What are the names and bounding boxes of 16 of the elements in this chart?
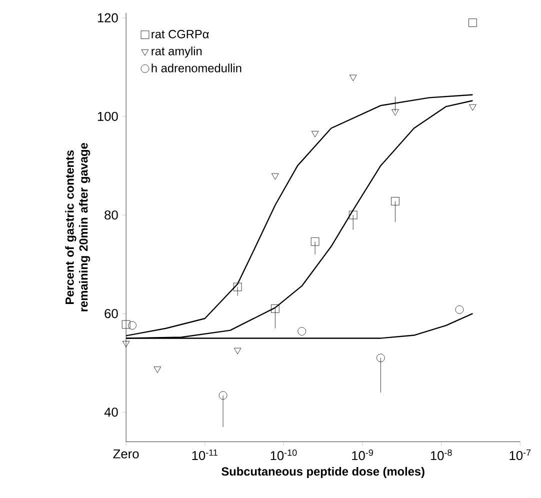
x-tick-label: 10$^{-11}$ — [192, 449, 218, 460]
legend-label: rat CGRPα — [152, 30, 209, 38]
y-axis-title: Percent of gastric contents remaining 20min after gavage — [65, 142, 90, 312]
x-tick-label: 10$^{-10}$ — [270, 449, 297, 460]
y-tick-label: 60 — [104, 308, 118, 318]
x-tick-label: 10$^{-8}$ — [430, 449, 452, 460]
x-tick-label: 10$^{-9}$ — [352, 449, 373, 460]
y-tick-label: 120 — [98, 13, 118, 22]
y-tick-label: 80 — [104, 210, 118, 220]
y-tick-label: 100 — [98, 112, 118, 121]
y-tick-label: 40 — [104, 407, 118, 417]
legend-label: rat amylin — [152, 46, 202, 58]
legend-label: h adrenomedullin — [152, 63, 242, 72]
x-tick-label: 10$^{-7}$ — [510, 449, 531, 460]
x-tick-label: Zero — [113, 449, 139, 458]
x-axis-title: Subcutaneous peptide dose (moles) — [222, 466, 424, 478]
